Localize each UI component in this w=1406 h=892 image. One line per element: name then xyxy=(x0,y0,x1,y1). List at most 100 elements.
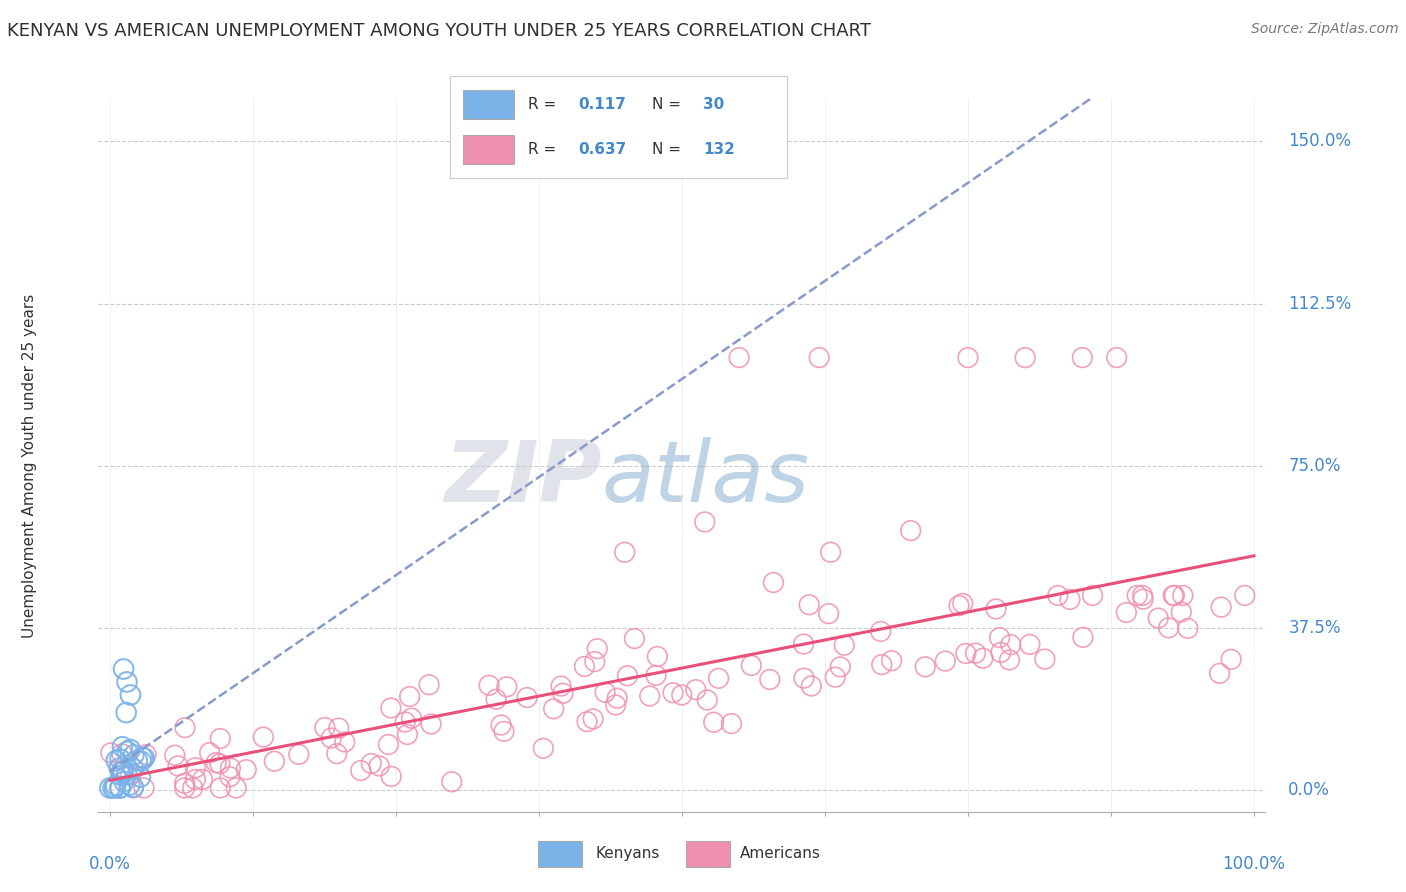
Point xyxy=(209,731,232,746)
FancyBboxPatch shape xyxy=(537,840,582,867)
Point xyxy=(952,596,974,610)
Point xyxy=(112,764,135,778)
Text: 0.637: 0.637 xyxy=(578,142,627,157)
Point xyxy=(489,718,512,732)
Point xyxy=(998,653,1021,667)
Point xyxy=(948,599,970,613)
Point xyxy=(115,706,138,720)
Point xyxy=(108,752,131,766)
Point xyxy=(380,769,402,783)
Point xyxy=(333,735,356,749)
Point xyxy=(965,646,987,660)
Point xyxy=(263,754,285,768)
Point xyxy=(583,655,606,669)
Point xyxy=(129,754,152,768)
Point xyxy=(191,772,214,787)
Point xyxy=(252,730,274,744)
Point xyxy=(418,678,440,692)
Point xyxy=(1000,638,1022,652)
Point xyxy=(225,780,247,795)
Point xyxy=(623,632,645,646)
Point xyxy=(793,637,815,651)
Point xyxy=(870,657,893,672)
Point xyxy=(1018,637,1040,651)
Point xyxy=(122,780,145,794)
Point xyxy=(118,778,141,792)
Text: 37.5%: 37.5% xyxy=(1288,619,1341,637)
Text: 0.0%: 0.0% xyxy=(89,855,131,873)
Point xyxy=(120,688,142,702)
Text: 150.0%: 150.0% xyxy=(1288,132,1351,151)
Point xyxy=(759,673,782,687)
Point xyxy=(205,756,228,770)
Point xyxy=(645,668,668,682)
Point xyxy=(101,780,124,795)
Point xyxy=(606,691,628,706)
Point xyxy=(108,780,131,795)
Point xyxy=(808,351,831,365)
Text: Americans: Americans xyxy=(740,847,821,861)
Point xyxy=(516,690,538,705)
Point xyxy=(662,686,685,700)
Point xyxy=(1163,589,1185,603)
Point xyxy=(900,524,922,538)
Point xyxy=(1132,592,1154,607)
Point xyxy=(1211,600,1233,615)
Point xyxy=(100,746,122,760)
Point xyxy=(321,731,343,745)
Text: R =: R = xyxy=(527,97,555,112)
Text: R =: R = xyxy=(527,142,555,157)
Point xyxy=(350,764,373,778)
Point xyxy=(495,680,517,694)
Point xyxy=(800,679,823,693)
Point xyxy=(134,751,156,765)
Point xyxy=(111,747,134,761)
FancyBboxPatch shape xyxy=(464,136,515,164)
Point xyxy=(550,679,572,693)
Point xyxy=(173,780,195,795)
Point xyxy=(173,776,195,790)
Point xyxy=(360,756,382,771)
Point xyxy=(914,660,936,674)
Point xyxy=(112,662,135,676)
Point xyxy=(492,724,515,739)
Point xyxy=(972,651,994,665)
Point xyxy=(703,715,725,730)
Point xyxy=(235,763,257,777)
Point xyxy=(720,716,742,731)
Point xyxy=(820,545,842,559)
Point xyxy=(824,670,846,684)
Text: N =: N = xyxy=(652,97,682,112)
Point xyxy=(105,754,128,768)
Point xyxy=(394,714,416,729)
Point xyxy=(112,774,135,789)
Point xyxy=(740,658,762,673)
Text: KENYAN VS AMERICAN UNEMPLOYMENT AMONG YOUTH UNDER 25 YEARS CORRELATION CHART: KENYAN VS AMERICAN UNEMPLOYMENT AMONG YO… xyxy=(7,22,872,40)
Point xyxy=(120,742,142,756)
Point xyxy=(120,768,142,782)
Text: Kenyans: Kenyans xyxy=(595,847,659,861)
Point xyxy=(984,602,1007,616)
Point xyxy=(111,764,134,778)
Point xyxy=(132,780,155,795)
Point xyxy=(1220,652,1243,666)
Text: atlas: atlas xyxy=(602,437,810,520)
Point xyxy=(398,690,420,704)
Point xyxy=(115,675,138,690)
Point xyxy=(117,744,139,758)
Point xyxy=(368,759,391,773)
Point xyxy=(184,772,207,787)
Text: 112.5%: 112.5% xyxy=(1288,294,1351,312)
Text: N =: N = xyxy=(652,142,682,157)
Text: Source: ZipAtlas.com: Source: ZipAtlas.com xyxy=(1251,22,1399,37)
Point xyxy=(551,686,574,700)
Point xyxy=(605,698,627,712)
Point xyxy=(1115,606,1137,620)
Point xyxy=(793,671,815,685)
Point xyxy=(209,780,232,795)
Point xyxy=(1233,589,1256,603)
Point xyxy=(647,649,669,664)
Point xyxy=(104,779,127,793)
Point xyxy=(326,747,349,761)
Text: 75.0%: 75.0% xyxy=(1288,457,1341,475)
